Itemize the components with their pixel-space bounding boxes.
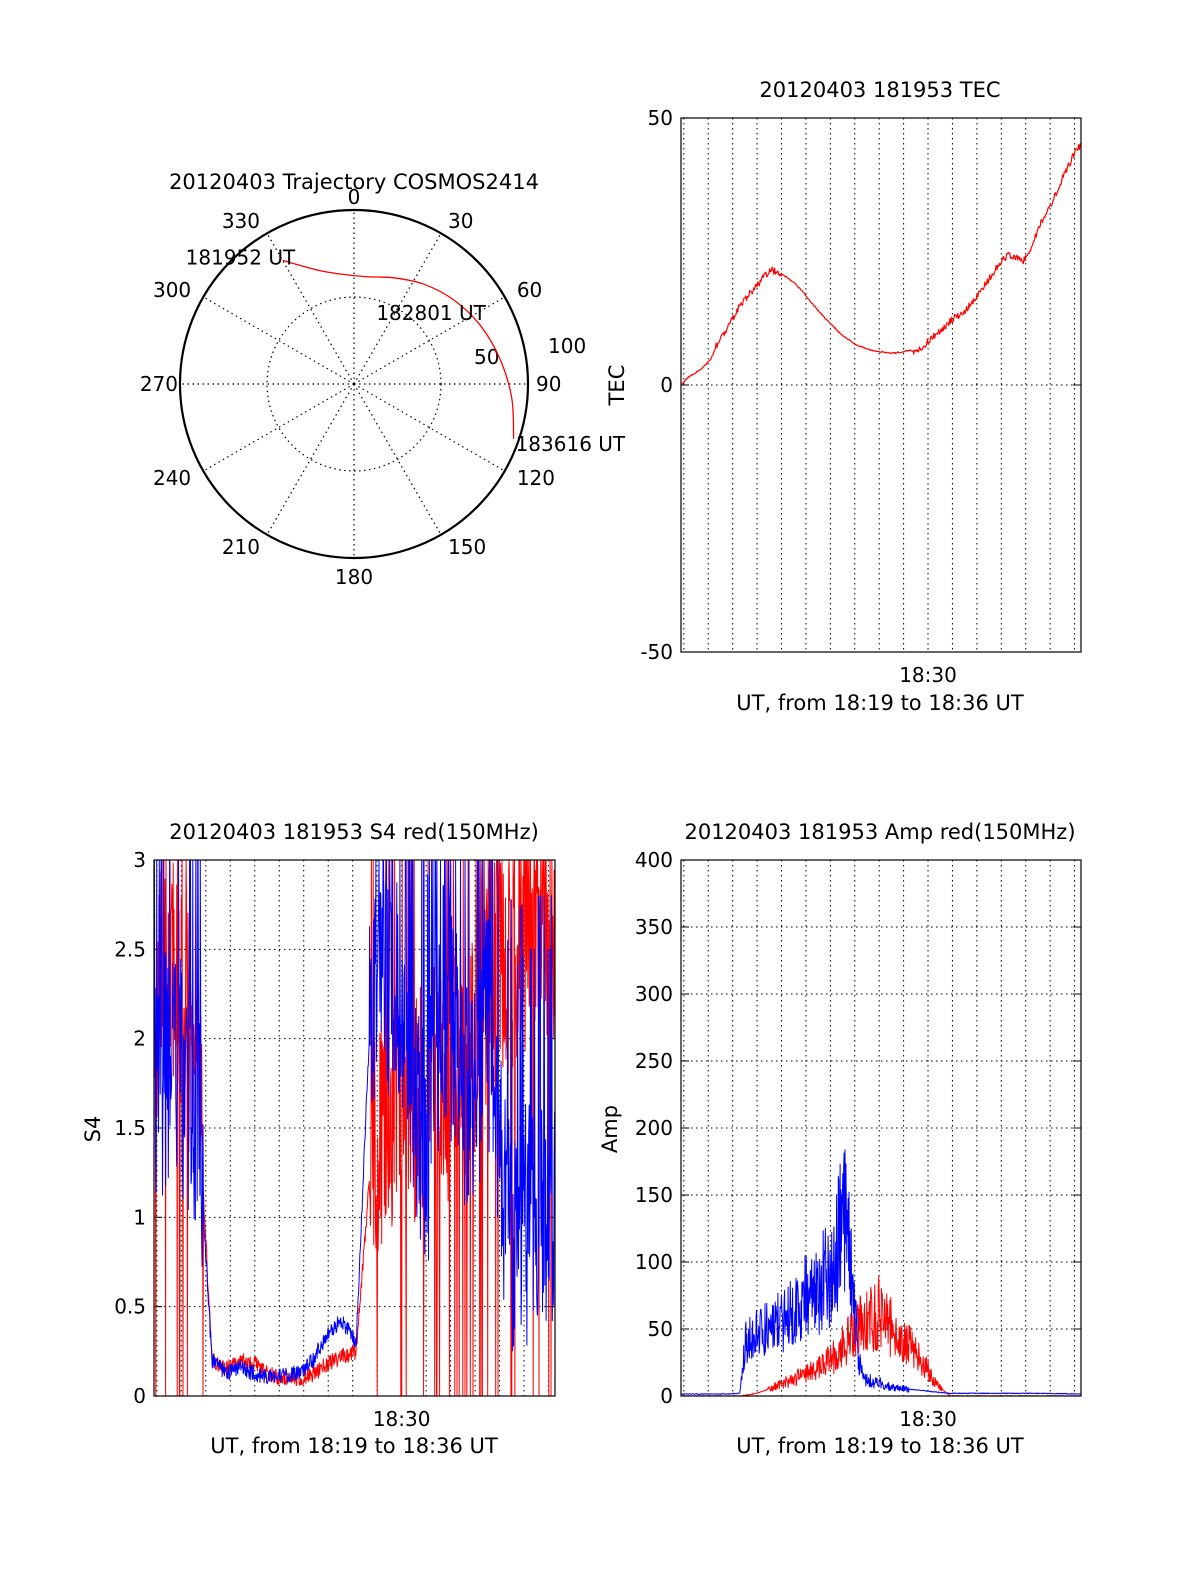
ytick-label-0.5: 0.5 (114, 1295, 146, 1319)
tec-series (680, 143, 1082, 386)
ytick-label-300: 300 (635, 982, 673, 1006)
azimuth-label-120: 120 (517, 466, 555, 490)
polar-spoke (266, 383, 355, 535)
s4-xlabel: UT, from 18:19 to 18:36 UT (210, 1434, 498, 1458)
tec-frame (680, 117, 1082, 653)
polar-ring-labels: 50 100 (474, 334, 586, 369)
polar-spoke (353, 296, 505, 385)
polar-spoke (203, 383, 355, 472)
tec-ylabel: TEC (605, 365, 629, 407)
azimuth-label-30: 30 (448, 209, 473, 233)
amp-title: 20120403 181953 Amp red(150MHz) (684, 820, 1075, 844)
azimuth-label-90: 90 (536, 372, 561, 396)
xtick-label-18-30: 18:30 (373, 1407, 431, 1431)
azimuth-label-300: 300 (153, 278, 191, 302)
trajectory-annotation-0: 181952 UT (186, 245, 296, 269)
azimuth-label-60: 60 (517, 278, 542, 302)
trajectory-line-0 (282, 259, 515, 439)
amp-frame (680, 859, 1082, 1397)
ytick-label-50: 50 (648, 1317, 673, 1341)
tec-tick-labels: -50 0 50 18:30 (640, 106, 957, 687)
polar-spoke (266, 233, 355, 385)
polar-azimuth-labels: 0 30 60 90 120 150 180 210 240 270 300 330 (140, 185, 562, 589)
trajectory-series (282, 259, 515, 439)
ytick-label-2: 2 (133, 1027, 146, 1051)
ring-label-100: 100 (548, 334, 586, 358)
ytick-label-0: 0 (133, 1384, 146, 1408)
trajectory-annotation-2: 183616 UT (516, 432, 626, 456)
polar-spoke (353, 383, 505, 472)
polar-spoke (203, 296, 355, 385)
azimuth-label-270: 270 (140, 372, 178, 396)
trajectory-panel: 20120403 Trajectory COSMOS2414 0 30 60 90 12… (140, 170, 626, 589)
ytick-label-400: 400 (635, 848, 673, 872)
amp-series (680, 1149, 1082, 1397)
s4-frame (153, 859, 556, 1397)
amp-tick-labels: 0 50 100 150 200 250 300 350 400 18:30 (635, 848, 957, 1431)
tec-xlabel: UT, from 18:19 to 18:36 UT (736, 691, 1024, 715)
ytick-label-350: 350 (635, 915, 673, 939)
amp-xlabel: UT, from 18:19 to 18:36 UT (736, 1434, 1024, 1458)
ytick-label-1.5: 1.5 (114, 1116, 146, 1140)
trajectory-title: 20120403 Trajectory COSMOS2414 (169, 170, 539, 194)
trajectory-annotations: 181952 UT 182801 UT 183616 UT (186, 245, 626, 456)
ytick-label-3: 3 (133, 848, 146, 872)
azimuth-label-210: 210 (222, 535, 260, 559)
ytick-label-0: 0 (660, 373, 673, 397)
s4-ylabel: S4 (81, 1116, 105, 1143)
polar-outer-circle (178, 208, 530, 560)
ytick-label-100: 100 (635, 1250, 673, 1274)
ytick-label--50: -50 (640, 640, 673, 664)
series-line-1 (153, 859, 556, 1385)
ytick-label-2.5: 2.5 (114, 937, 146, 961)
polar-spoke (353, 383, 442, 535)
s4-tick-labels: 0 0.5 1 1.5 2 2.5 3 18:30 (114, 848, 430, 1431)
amp-grid (681, 859, 1081, 1397)
series-line-0 (680, 143, 1082, 386)
xtick-label-18-30: 18:30 (899, 663, 957, 687)
trajectory-annotation-1: 182801 UT (376, 301, 486, 325)
amp-ylabel: Amp (598, 1105, 622, 1153)
s4-panel: 20120403 181953 S4 red(150MHz) 0 0.5 1 1.5 2… (81, 820, 556, 1458)
amp-panel: 20120403 181953 Amp red(150MHz) 0 50 100 15… (598, 820, 1082, 1458)
tec-title: 20120403 181953 TEC (759, 78, 1000, 102)
ytick-label-0: 0 (660, 1384, 673, 1408)
s4-title: 20120403 181953 S4 red(150MHz) (169, 820, 539, 844)
ytick-label-250: 250 (635, 1049, 673, 1073)
series-line-1 (680, 1149, 1082, 1395)
azimuth-label-240: 240 (153, 466, 191, 490)
xtick-label-18-30: 18:30 (899, 1407, 957, 1431)
azimuth-label-330: 330 (222, 209, 260, 233)
tec-grid (681, 117, 1081, 653)
tec-panel: 20120403 181953 TEC -50 0 50 18:30 UT, from… (605, 78, 1082, 715)
polar-spoke (353, 233, 442, 385)
ytick-label-50: 50 (648, 106, 673, 130)
polar-grid (178, 208, 530, 560)
ytick-label-150: 150 (635, 1183, 673, 1207)
azimuth-label-180: 180 (335, 565, 373, 589)
ytick-label-1: 1 (133, 1205, 146, 1229)
azimuth-label-0: 0 (348, 185, 361, 209)
azimuth-label-150: 150 (448, 535, 486, 559)
polar-ring (266, 296, 442, 472)
ytick-label-200: 200 (635, 1116, 673, 1140)
